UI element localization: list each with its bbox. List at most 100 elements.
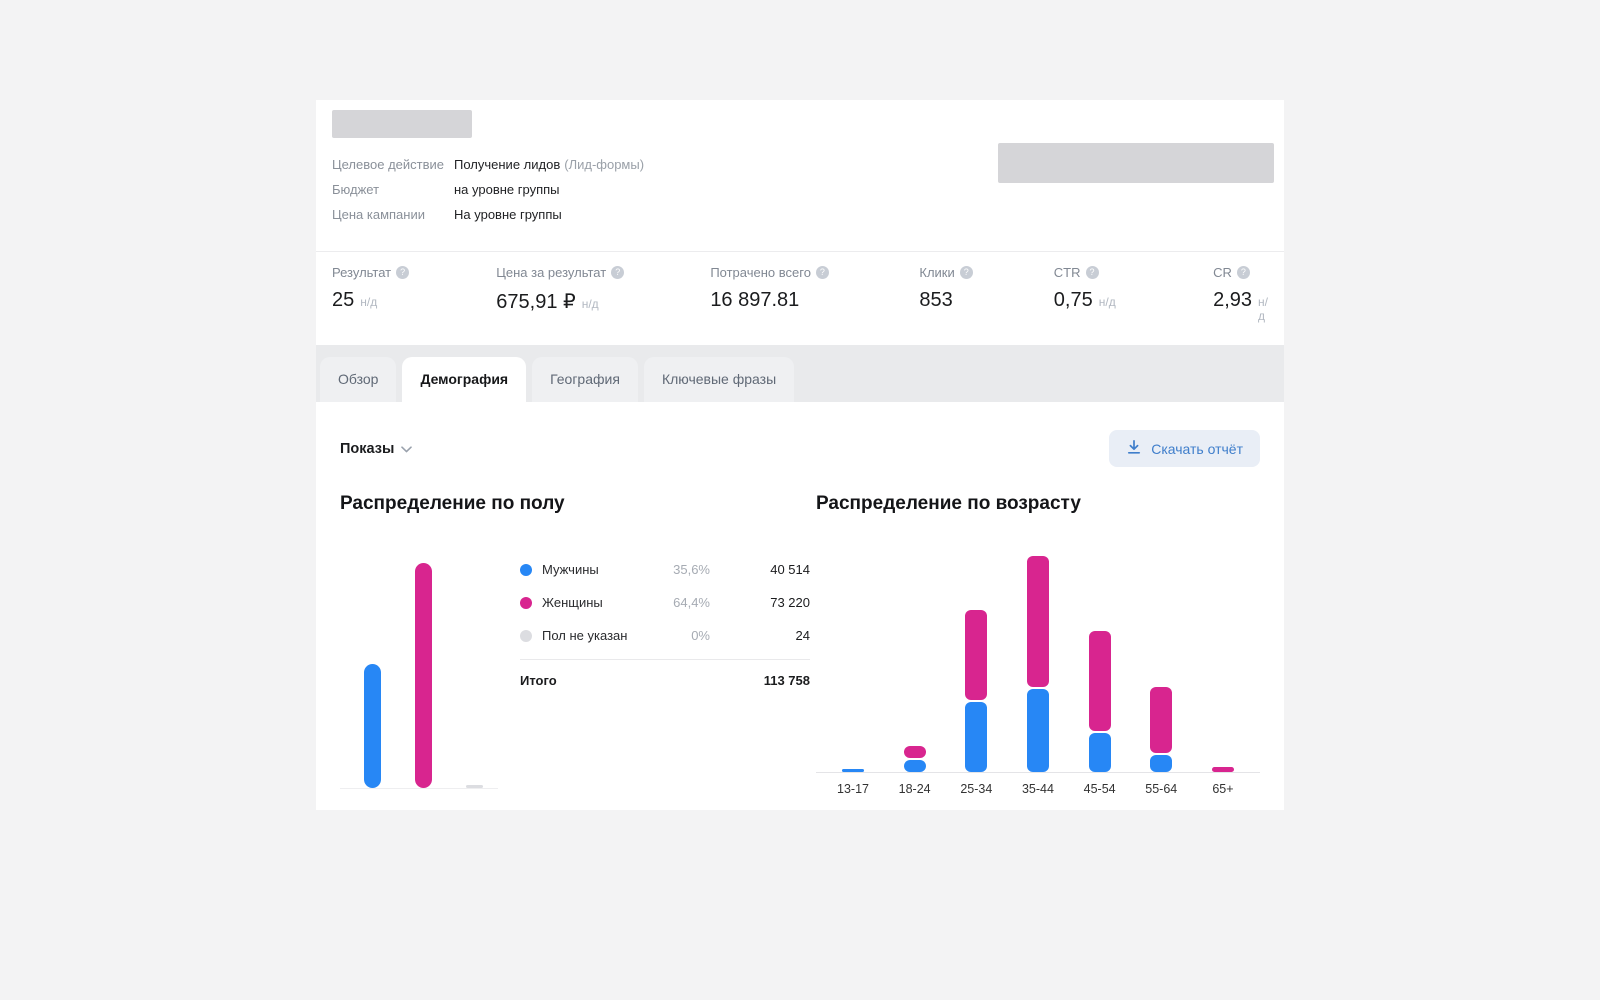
age-distribution-section: Распределение по возрасту 13-17 18-24: [810, 493, 1260, 796]
stat-suffix: н/д: [1258, 295, 1268, 323]
legend-row-unknown: Пол не указан 0% 24: [520, 619, 810, 652]
stat-value: 675,91 ₽: [496, 291, 576, 313]
legend-percent: 35,6%: [673, 562, 710, 577]
age-segment-55-64-men[interactable]: [1150, 755, 1173, 772]
stat-value: 2,93: [1213, 289, 1253, 311]
info-row-campaign-price: Цена кампании На уровне группы: [332, 202, 1268, 227]
age-segment-18-24-men[interactable]: [903, 760, 926, 772]
gender-bar-0[interactable]: [364, 664, 381, 788]
age-chart-plot: [816, 556, 1260, 773]
help-icon[interactable]: ?: [1085, 266, 1099, 279]
help-icon[interactable]: ?: [1236, 266, 1250, 279]
stat-label: Цена за результат: [496, 265, 607, 280]
men-color-dot: [520, 563, 532, 576]
age-segment-25-34-men[interactable]: [965, 702, 988, 772]
stat-label: CTR: [1053, 265, 1081, 280]
age-axis-label: 45-54: [1083, 782, 1116, 796]
info-label: Целевое действие: [332, 157, 444, 172]
age-axis-label: 25-34: [960, 782, 993, 796]
chart-toolbar: Показы Скачать отчёт: [340, 430, 1260, 467]
legend-total-row: Итого 113 758: [520, 659, 810, 688]
legend-row-men: Мужчины 35,6% 40 514: [520, 553, 810, 586]
age-segment-55-64-women[interactable]: [1150, 687, 1173, 753]
download-report-label: Скачать отчёт: [1151, 440, 1243, 457]
legend-value: 73 220: [770, 595, 810, 610]
stat-cr: CR? 2,93 н/д: [1213, 265, 1268, 323]
unknown-color-dot: [520, 629, 532, 642]
stat-suffix: н/д: [360, 295, 378, 309]
age-segment-45-54-men[interactable]: [1088, 733, 1111, 772]
age-axis-labels: 13-17 18-24 25-34 35-44 45-54 55-64 65+: [816, 782, 1260, 796]
gender-bar-2[interactable]: [466, 785, 483, 788]
info-value: На уровне группы: [454, 202, 562, 227]
legend-value: 40 514: [770, 562, 810, 577]
metric-selector[interactable]: Показы: [340, 441, 413, 457]
help-icon[interactable]: ?: [611, 266, 625, 279]
legend-name: Мужчины: [542, 562, 599, 577]
stat-value: 25: [332, 289, 355, 311]
gender-chart-title: Распределение по полу: [340, 493, 565, 514]
stat-value: 16 897.81: [710, 289, 800, 311]
demography-content: Показы Скачать отчёт Распределение по по…: [316, 402, 1284, 810]
gender-legend: Мужчины 35,6% 40 514 Женщины 64,4% 73 22…: [520, 551, 810, 789]
age-segment-13-17-men[interactable]: [842, 769, 864, 772]
age-chart-title: Распределение по возрасту: [816, 493, 1081, 514]
tab-bar: Обзор Демография География Ключевые фраз…: [316, 345, 1284, 402]
age-segment-18-24-women[interactable]: [903, 746, 926, 758]
info-row-budget: Бюджет на уровне группы: [332, 177, 1268, 202]
stats-row: Результат? 25 н/д Цена за результат? 675,…: [316, 251, 1284, 345]
stat-value: 0,75: [1053, 289, 1093, 311]
tab-overview[interactable]: Обзор: [320, 357, 397, 402]
age-bar-group-55-64: [1150, 687, 1173, 772]
age-bar-group-13-17: [842, 769, 864, 772]
age-segment-35-44-men[interactable]: [1026, 689, 1049, 772]
stat-spent-total: Потрачено всего? 16 897.81: [710, 265, 919, 323]
age-segment-25-34-women[interactable]: [965, 610, 988, 700]
age-segment-35-44-women[interactable]: [1026, 556, 1049, 687]
tab-demography[interactable]: Демография: [402, 357, 527, 402]
help-icon[interactable]: ?: [959, 266, 973, 279]
chevron-down-icon: [401, 441, 413, 457]
charts-area: Распределение по полу Мужчины 35,6% 40 5…: [340, 493, 1260, 796]
gender-distribution-section: Распределение по полу Мужчины 35,6% 40 5…: [340, 493, 810, 796]
age-bar-group-45-54: [1088, 631, 1111, 772]
info-label: Бюджет: [332, 182, 380, 197]
tab-keywords[interactable]: Ключевые фразы: [643, 357, 795, 402]
women-color-dot: [520, 596, 532, 609]
stat-result: Результат? 25 н/д: [332, 265, 496, 323]
legend-percent: 64,4%: [673, 595, 710, 610]
gender-bar-1[interactable]: [415, 563, 432, 788]
stat-value: 853: [919, 289, 953, 311]
stat-label: Клики: [919, 265, 955, 280]
age-axis-label: 35-44: [1021, 782, 1054, 796]
stat-clicks: Клики? 853: [919, 265, 1053, 323]
age-chart: 13-17 18-24 25-34 35-44 45-54 55-64 65+: [816, 556, 1260, 796]
info-label: Цена кампании: [332, 207, 425, 222]
gender-chart: [340, 551, 498, 789]
age-bar-group-35-44: [1026, 556, 1049, 772]
campaign-info-rows: Целевое действие Получение лидов (Лид-фор…: [332, 152, 1268, 227]
age-segment-45-54-women[interactable]: [1088, 631, 1111, 731]
stat-label: CR: [1213, 265, 1232, 280]
info-value: на уровне группы: [454, 177, 560, 202]
download-report-button[interactable]: Скачать отчёт: [1109, 430, 1260, 467]
age-axis-label: 13-17: [837, 782, 869, 796]
stat-ctr: CTR? 0,75 н/д: [1054, 265, 1213, 323]
stat-cost-per-result: Цена за результат? 675,91 ₽ н/д: [496, 265, 710, 323]
legend-total-value: 113 758: [763, 673, 810, 688]
legend-value: 24: [795, 628, 810, 643]
age-bar-group-25-34: [965, 610, 988, 772]
age-bar-group-65plus: [1211, 767, 1234, 772]
info-value-text: На уровне группы: [454, 207, 562, 222]
stat-suffix: н/д: [1098, 295, 1116, 309]
tab-geography[interactable]: География: [532, 357, 638, 402]
download-icon: [1126, 439, 1142, 458]
redacted-campaign-name: [332, 110, 472, 138]
age-segment-65+-women[interactable]: [1211, 767, 1234, 772]
info-row-objective: Целевое действие Получение лидов (Лид-фор…: [332, 152, 1268, 177]
legend-name: Женщины: [542, 595, 603, 610]
help-icon[interactable]: ?: [396, 266, 410, 279]
legend-name: Пол не указан: [542, 628, 628, 643]
info-value-text: на уровне группы: [454, 182, 560, 197]
help-icon[interactable]: ?: [815, 266, 829, 279]
